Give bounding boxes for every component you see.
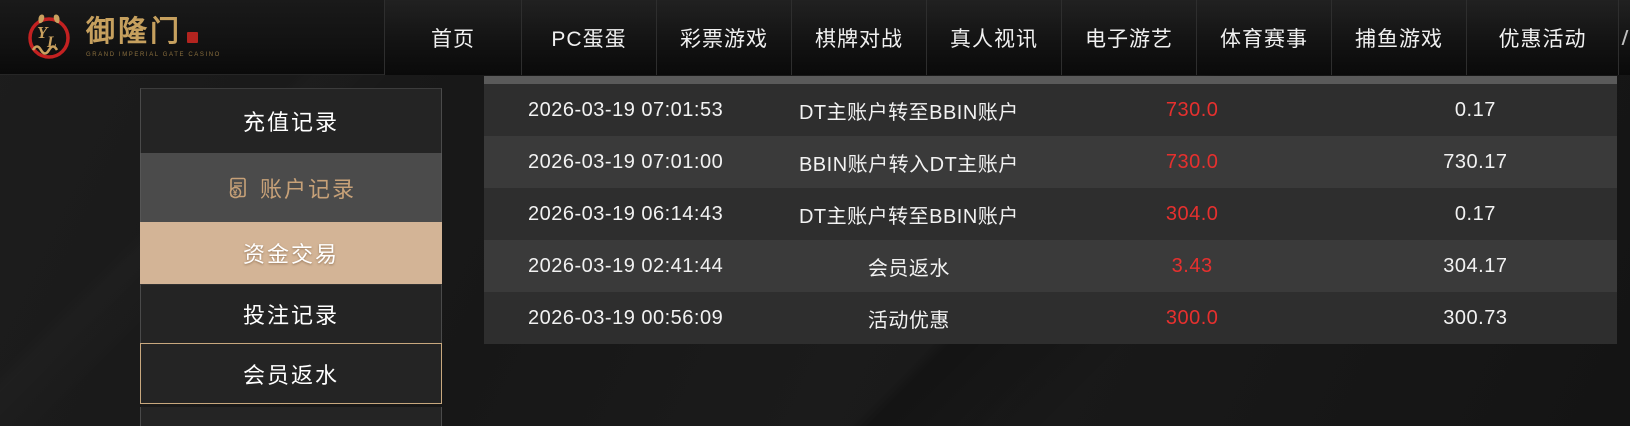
nav-item-live-video[interactable]: 真人视讯 [926,0,1061,75]
cell-type: DT主账户转至BBIN账户 [798,101,1019,124]
cell-balance: 730.17 [1443,150,1508,173]
table-row[interactable]: 2026-03-19 06:14:43 DT主账户转至BBIN账户 304.0 … [484,188,1617,240]
table-row[interactable]: 2026-03-19 07:01:53 DT主账户转至BBIN账户 730.0 … [484,84,1617,136]
nav-item-home[interactable]: 首页 [384,0,521,75]
svg-text:L: L [46,34,57,51]
svg-text:¥: ¥ [233,187,240,197]
sidebar-item-label: 会员返水 [242,362,339,388]
cell-type: DT主账户转至BBIN账户 [798,205,1019,228]
cell-amount: 730.0 [1165,150,1219,173]
sidebar-item-member-rebate[interactable]: 会员返水 [140,343,442,404]
nav-item-pc-dandan[interactable]: PC蛋蛋 [521,0,656,75]
cell-type: BBIN账户转入DT主账户 [798,153,1019,176]
cell-balance: 304.17 [1443,254,1508,277]
nav-item-board-games[interactable]: 棋牌对战 [791,0,926,75]
sidebar-item-account-records[interactable]: ¥ 账户记录 [140,153,442,222]
cell-balance: 300.73 [1443,306,1508,329]
cell-time: 2026-03-19 00:56:09 [528,306,724,329]
nav-item-sports[interactable]: 体育赛事 [1196,0,1331,75]
table-row[interactable]: 2026-03-19 07:01:00 BBIN账户转入DT主账户 730.0 … [484,136,1617,188]
cell-time: 2026-03-19 07:01:53 [528,98,724,121]
cell-amount: 3.43 [1171,254,1213,277]
sidebar-item-label: 投注记录 [242,303,339,328]
partial-nav-glyph [1621,30,1630,45]
account-sidebar: 充值记录 ¥ 账户记录 资金交易 投注记录 会员返水 [140,88,442,426]
sidebar-item-label: 资金交易 [242,242,339,267]
sidebar-item-betting-records[interactable]: 投注记录 [140,284,442,343]
top-navigation-bar: Y L 御隆门 GRAND IMPERIAL GATE CASINO 首页 PC… [0,0,1630,75]
sidebar-item-label: 充值记录 [242,110,339,135]
nav-item-promotions[interactable]: 优惠活动 [1466,0,1618,75]
cell-type: 会员返水 [867,257,950,280]
brand-seal-icon [187,32,199,43]
brand-tagline: GRAND IMPERIAL GATE CASINO [86,52,221,58]
main-menu: 首页 PC蛋蛋 彩票游戏 棋牌对战 真人视讯 电子游艺 体育赛事 捕鱼游戏 优惠… [384,0,1630,75]
brand-logo[interactable]: Y L 御隆门 GRAND IMPERIAL GATE CASINO [24,10,221,62]
svg-text:Y: Y [37,23,49,42]
brand-monogram-icon: Y L [28,14,70,59]
cell-time: 2026-03-19 02:41:44 [528,254,724,277]
cell-balance: 0.17 [1454,202,1496,225]
cell-amount: 300.0 [1165,306,1219,329]
nav-item-lottery[interactable]: 彩票游戏 [656,0,791,75]
cell-type: 活动优惠 [867,309,950,332]
table-row[interactable]: 2026-03-19 00:56:09 活动优惠 300.0 300.73 [484,292,1617,344]
ledger-icon: ¥ [229,177,246,198]
cell-time: 2026-03-19 06:14:43 [528,202,724,225]
nav-item-e-games[interactable]: 电子游艺 [1061,0,1196,75]
brand-name: 御隆门 [86,16,183,48]
cell-balance: 0.17 [1454,98,1496,121]
brand-text: 御隆门 GRAND IMPERIAL GATE CASINO [86,10,221,59]
sidebar-item-partial[interactable] [140,407,442,426]
sidebar-item-label: 账户记录 [259,176,356,202]
sidebar-item-deposit-records[interactable]: 充值记录 [140,88,442,153]
transactions-table: 2026-03-19 07:01:53 DT主账户转至BBIN账户 730.0 … [484,76,1617,344]
cell-amount: 304.0 [1165,202,1219,225]
nav-item-partial[interactable] [1618,0,1630,75]
cell-time: 2026-03-19 07:01:00 [528,150,724,173]
nav-item-fishing[interactable]: 捕鱼游戏 [1331,0,1466,75]
sidebar-item-fund-transactions[interactable]: 资金交易 [140,222,442,284]
table-header-strip [484,76,1617,84]
table-row[interactable]: 2026-03-19 02:41:44 会员返水 3.43 304.17 [484,240,1617,292]
cell-amount: 730.0 [1165,98,1219,121]
